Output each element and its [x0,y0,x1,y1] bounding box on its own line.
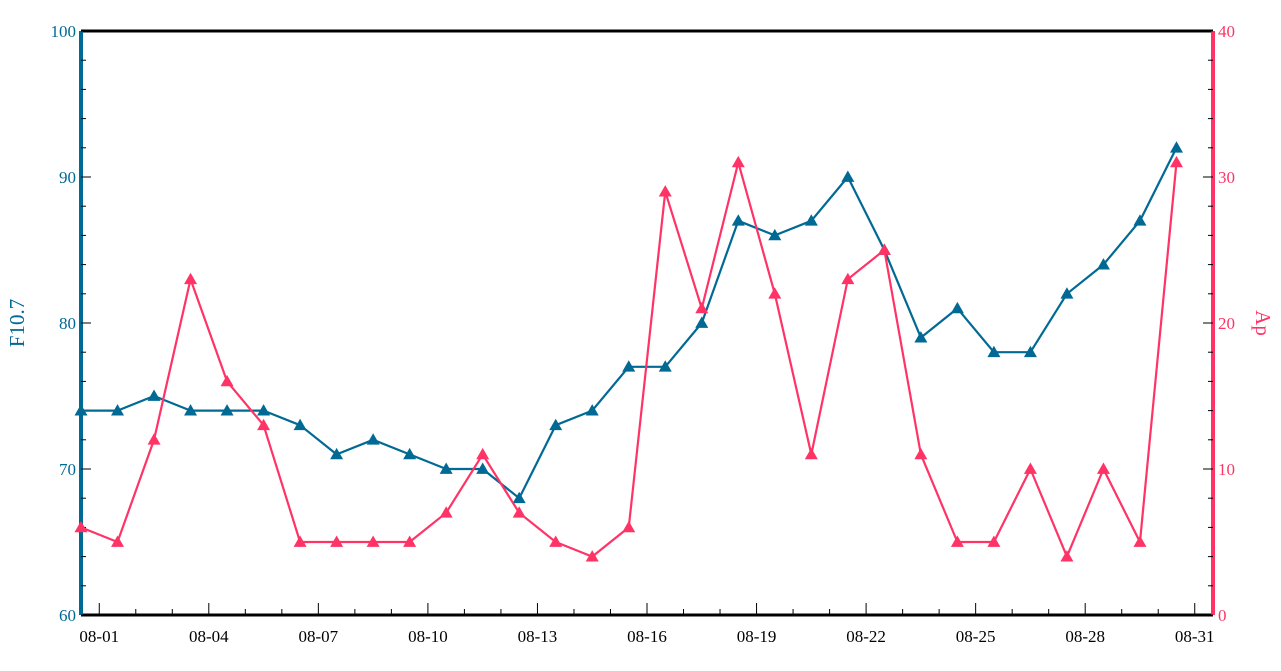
axes-layer [79,29,1215,617]
x-tick-label: 08-31 [1175,627,1215,646]
data-point-ap [768,287,782,299]
y-left-tick-label: 60 [59,606,76,625]
data-point-ap [950,535,964,547]
data-point-f10-7 [293,418,307,431]
data-point-ap [147,433,161,445]
data-point-ap [877,243,891,255]
data-point-ap [585,550,599,562]
data-point-ap [549,535,563,547]
y-right-tick-label: 0 [1218,606,1227,625]
y-right-tick-label: 40 [1218,22,1235,41]
x-tick-label: 08-19 [737,627,777,646]
x-tick-label: 08-01 [79,627,119,646]
data-point-ap [330,535,344,547]
series-layer [74,141,1183,562]
data-point-f10-7 [585,404,599,416]
data-point-ap [403,535,417,547]
data-point-ap [731,155,745,168]
data-point-ap [184,272,198,285]
data-point-ap [293,535,307,547]
data-point-f10-7 [950,301,964,314]
x-tick-label: 08-13 [518,627,558,646]
data-point-f10-7 [1060,287,1074,299]
data-point-ap [220,374,234,387]
data-point-f10-7 [804,214,818,226]
data-point-f10-7 [147,389,161,401]
y-right-tick-label: 20 [1218,314,1235,333]
data-point-ap [695,301,709,314]
y-left-axis-label: F10.7 [5,299,29,347]
series-f10-7 [74,141,1183,504]
data-point-ap [658,185,672,197]
data-point-f10-7 [914,331,928,343]
data-point-f10-7 [111,404,125,416]
y-left-tick-label: 100 [51,22,77,41]
y-right-axis-label: Ap [1251,310,1275,336]
data-point-ap [1169,155,1183,168]
ticks-layer [81,30,1213,616]
data-point-f10-7 [1023,345,1037,358]
y-left-tick-label: 70 [59,460,76,479]
data-point-ap [74,520,88,533]
data-point-f10-7 [476,462,490,474]
data-point-f10-7 [330,447,344,460]
data-point-ap [1023,462,1037,474]
data-point-ap [622,520,636,533]
y-left-tick-label: 80 [59,314,76,333]
data-point-f10-7 [220,404,234,416]
data-point-f10-7 [257,404,271,416]
data-point-f10-7 [1096,258,1110,270]
data-point-f10-7 [403,447,417,460]
x-tick-label: 08-28 [1065,627,1105,646]
data-point-f10-7 [512,491,526,504]
data-point-f10-7 [768,228,782,241]
data-point-ap [804,447,818,460]
data-point-ap [841,272,855,285]
data-point-f10-7 [1169,141,1183,153]
data-point-ap [111,535,125,547]
data-point-f10-7 [622,360,636,372]
data-point-ap [987,535,1001,547]
x-tick-label: 08-16 [627,627,667,646]
data-point-ap [1133,535,1147,547]
series-ap [74,155,1183,562]
series-line-ap [80,161,1178,558]
x-tick-label: 08-10 [408,627,448,646]
data-point-ap [1096,462,1110,474]
data-point-ap [439,506,453,518]
data-point-f10-7 [987,345,1001,358]
y-left-tick-label: 90 [59,168,76,187]
y-right-tick-label: 10 [1218,460,1235,479]
labels-layer: 08-01 08-04 08-07 08-10 08-13 08-16 08-19 08-22… [5,22,1275,646]
data-point-f10-7 [184,404,198,416]
data-point-f10-7 [841,170,855,182]
data-point-ap [476,447,490,460]
data-point-ap [914,447,928,460]
data-point-ap [366,535,380,547]
x-tick-label: 08-07 [299,627,339,646]
x-tick-label: 08-25 [956,627,996,646]
data-point-ap [257,418,271,431]
data-point-f10-7 [695,316,709,328]
data-point-f10-7 [439,462,453,474]
data-point-f10-7 [74,404,88,416]
data-point-ap [512,506,526,518]
series-line-f10-7 [81,147,1178,500]
y-right-tick-label: 30 [1218,168,1235,187]
x-tick-label: 08-04 [189,627,229,646]
data-point-f10-7 [366,433,380,445]
data-point-f10-7 [549,418,563,431]
data-point-f10-7 [731,214,745,226]
x-tick-label: 08-22 [846,627,886,646]
data-point-f10-7 [658,360,672,372]
data-point-ap [1060,550,1074,562]
data-point-f10-7 [1133,214,1147,226]
